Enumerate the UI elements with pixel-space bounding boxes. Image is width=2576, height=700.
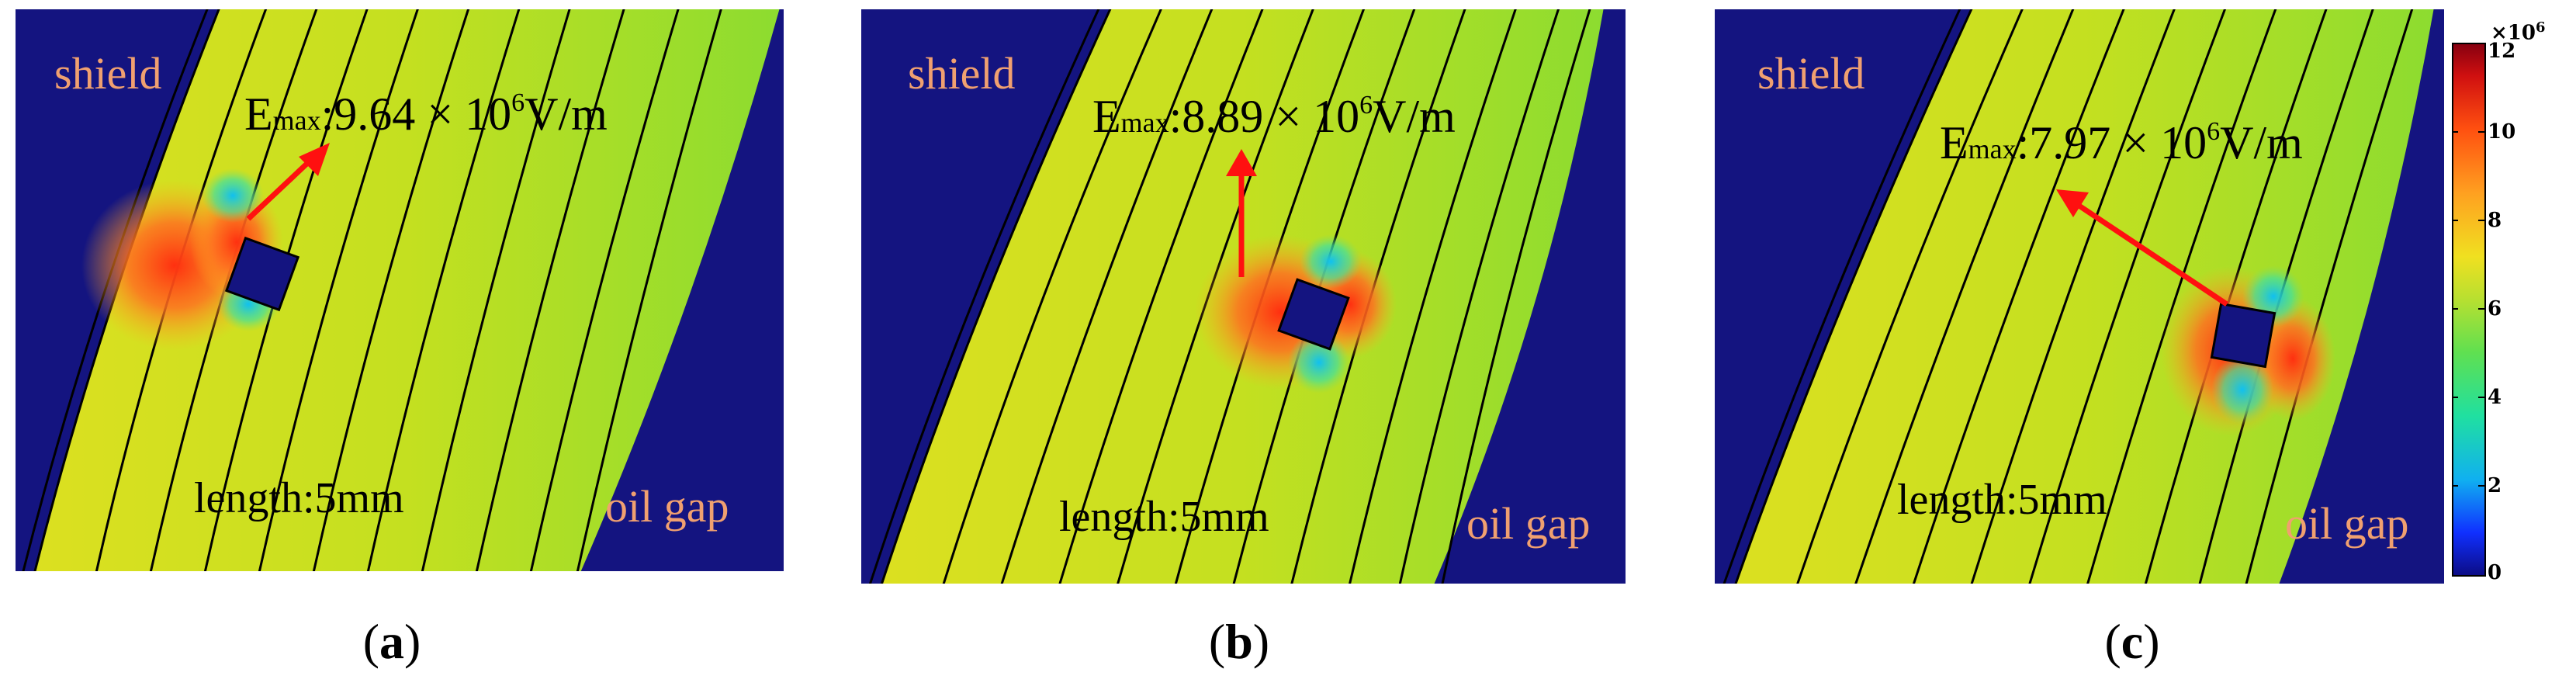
low-field-region	[202, 168, 264, 223]
insulation-band	[1736, 9, 2434, 584]
colorbar-tick: 0	[2488, 561, 2502, 584]
label-length: length:5mm	[1897, 476, 2107, 524]
label-length: length:5mm	[1059, 493, 1269, 541]
caption-c: (c)	[2104, 614, 2160, 669]
colorbar-tick: 10	[2488, 120, 2516, 144]
colorbar-tick: 12	[2488, 40, 2516, 63]
panel-a: shield oil gap length:5mm Emax:9.64 × 10…	[16, 9, 784, 571]
label-oil-gap: oil gap	[1466, 498, 1590, 549]
colorbar-gradient	[2452, 43, 2486, 577]
field-plot-c: shield oil gap length:5mm Emax:7.97 × 10…	[1715, 9, 2444, 584]
label-shield: shield	[1757, 48, 1865, 99]
defect-square	[224, 236, 300, 312]
insulation-band	[35, 9, 780, 571]
emax-label: Emax:9.64 × 106V/m	[244, 88, 608, 140]
field-plot-a: shield oil gap length:5mm Emax:9.64 × 10…	[16, 9, 784, 571]
defect-square	[2210, 302, 2277, 369]
panel-b: shield oil gap length:5mm Emax:8.89 × 10…	[861, 9, 1626, 584]
caption-a: (a)	[362, 614, 421, 669]
emax-arrow	[246, 154, 317, 221]
label-length: length:5mm	[194, 474, 404, 522]
colorbar-tick: 2	[2488, 474, 2502, 497]
colorbar-tick: 6	[2488, 297, 2502, 321]
defect-square	[1277, 278, 1350, 351]
colorbar: ×106 12 10 8 6 4 2 0	[2452, 19, 2576, 586]
emax-label: Emax:8.89 × 106V/m	[1092, 91, 1456, 142]
caption-b: (b)	[1208, 614, 1270, 669]
colorbar-tick: 4	[2488, 386, 2502, 409]
field-plot-b: shield oil gap length:5mm Emax:8.89 × 10…	[861, 9, 1626, 584]
panel-c: shield oil gap length:5mm Emax:7.97 × 10…	[1715, 9, 2444, 584]
label-shield: shield	[908, 48, 1016, 99]
emax-label: Emax:7.97 × 106V/m	[1940, 117, 2303, 168]
label-shield: shield	[54, 48, 162, 99]
colorbar-exponent: ×106	[2491, 19, 2546, 45]
emax-arrow	[2074, 201, 2228, 307]
label-oil-gap: oil gap	[605, 481, 729, 532]
colorbar-tick: 8	[2488, 209, 2502, 232]
label-oil-gap: oil gap	[2285, 498, 2408, 549]
low-field-region	[1300, 234, 1362, 289]
